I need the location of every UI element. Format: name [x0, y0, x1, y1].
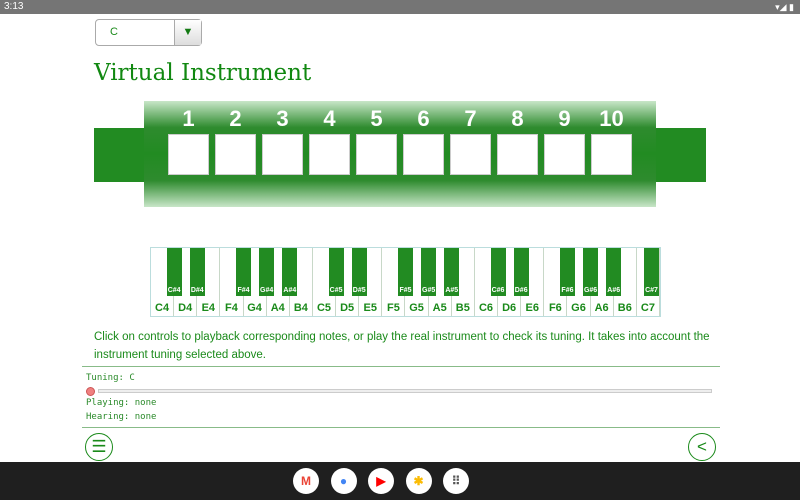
page-title: Virtual Instrument	[94, 60, 312, 86]
black-key[interactable]: C#7	[644, 248, 659, 296]
key-label: F4	[225, 302, 238, 314]
key-label: E4	[201, 302, 216, 314]
key-label: G4	[247, 302, 262, 314]
key-label: G#5	[422, 287, 436, 294]
clock: 3:13	[4, 1, 24, 12]
key-label: C4	[155, 302, 170, 314]
black-key[interactable]: F#4	[236, 248, 252, 296]
chrome-icon[interactable]: ●	[330, 468, 357, 494]
playing-readout: Playing: none	[86, 398, 157, 408]
gmail-icon[interactable]: M	[293, 468, 319, 494]
chevron-down-icon[interactable]: ▼	[174, 20, 201, 45]
key-label: C#7	[645, 287, 658, 294]
key-label: G6	[571, 302, 586, 314]
harmonica-hole-8[interactable]	[497, 134, 538, 175]
photos-icon[interactable]: ✱	[405, 468, 432, 494]
key-label: C6	[478, 302, 493, 314]
key-label: C5	[316, 302, 332, 314]
black-key[interactable]: G#6	[583, 248, 599, 296]
key-label: C7	[640, 302, 655, 314]
key-label: A6	[594, 302, 609, 314]
key-label: C#4	[167, 287, 181, 294]
harmonica-hole-3[interactable]	[262, 134, 303, 175]
key-label: G#4	[260, 287, 274, 294]
harmonica-hole-10[interactable]	[591, 134, 632, 175]
hearing-readout: Hearing: none	[86, 412, 157, 422]
key-label: C#5	[329, 287, 343, 294]
hole-number: 5	[370, 106, 383, 131]
key-label: D4	[178, 302, 193, 314]
key-label: A5	[432, 302, 447, 314]
piano-keyboard: C4 D4 E4 F4 G4 A4 B4 C5 D5 E5 F5 G5 A5 B5 C6 D6 E6 F6 G6 A6…	[150, 247, 661, 317]
black-key[interactable]: D#6	[513, 248, 529, 296]
harmonica-hole-5[interactable]	[356, 134, 397, 175]
key-label: F6	[548, 302, 562, 314]
black-key[interactable]: A#6	[606, 248, 622, 296]
harmonica-hole-2[interactable]	[215, 134, 256, 175]
key-label: D6	[502, 302, 517, 314]
tuning-select-value: C	[110, 26, 118, 38]
black-key[interactable]: C#5	[328, 248, 344, 296]
harmonica-hole-4[interactable]	[309, 134, 350, 175]
instructions-text: Click on controls to playback correspond…	[94, 331, 710, 361]
hole-number: 9	[558, 106, 571, 131]
harmonica-hole-1[interactable]	[168, 134, 209, 175]
level-slider-handle[interactable]	[86, 387, 95, 396]
black-key[interactable]: G#5	[421, 248, 437, 296]
key-label: G#6	[583, 287, 598, 294]
tuning-readout: Tuning: C	[86, 373, 135, 383]
key-label: E5	[363, 302, 378, 314]
harmonica-hole-6[interactable]	[403, 134, 444, 175]
black-key[interactable]: A#4	[282, 248, 298, 296]
black-key[interactable]: F#6	[559, 248, 575, 296]
key-label: C#6	[491, 287, 505, 294]
menu-button[interactable]: ☰	[85, 433, 113, 461]
hole-number: 2	[229, 106, 242, 131]
black-key[interactable]: D#5	[351, 248, 367, 296]
key-label: B4	[293, 302, 308, 314]
key-label: F#6	[561, 287, 574, 294]
back-button[interactable]: <	[688, 433, 716, 461]
black-key[interactable]: C#4	[166, 248, 182, 296]
key-label: A#4	[283, 287, 297, 294]
key-label: A#6	[607, 287, 621, 294]
hole-number: 7	[464, 106, 477, 131]
key-label: D#5	[352, 287, 366, 294]
hole-number: 10	[599, 106, 624, 131]
tuning-select[interactable]: C ▼	[95, 19, 202, 46]
black-key[interactable]: C#6	[490, 248, 506, 296]
hole-number: 1	[182, 106, 195, 131]
taskbar	[0, 462, 800, 500]
status-icons: ▾◢ ▮	[775, 2, 794, 12]
hole-number: 8	[511, 106, 524, 131]
status-bar: 3:13 ▾◢ ▮	[0, 0, 800, 14]
hole-number: 3	[276, 106, 289, 131]
key-label: D#4	[190, 287, 204, 294]
status-panel: Tuning: C Playing: none Hearing: none	[82, 366, 720, 428]
black-key[interactable]: F#5	[398, 248, 413, 296]
key-label: A4	[270, 302, 285, 314]
key-label: B5	[455, 302, 470, 314]
youtube-icon[interactable]: ▶	[368, 468, 394, 494]
key-label: F5	[387, 302, 400, 314]
key-label: B6	[617, 302, 632, 314]
hole-number: 4	[323, 106, 336, 131]
key-label: D5	[340, 302, 355, 314]
level-slider-track[interactable]	[98, 389, 712, 393]
black-key[interactable]: A#5	[444, 248, 460, 296]
black-key[interactable]: D#4	[189, 248, 205, 296]
black-key[interactable]: G#4	[259, 248, 275, 296]
key-label: D#6	[514, 287, 528, 294]
harmonica-hole-7[interactable]	[450, 134, 491, 175]
key-label: A#5	[445, 287, 459, 294]
app-drawer-icon[interactable]: ⠿	[443, 468, 469, 494]
harmonica-hole-9[interactable]	[544, 134, 585, 175]
key-label: F#5	[399, 287, 412, 294]
key-label: G5	[409, 302, 424, 314]
key-label: F#4	[237, 287, 250, 294]
key-label: E6	[525, 302, 539, 314]
hole-number: 6	[417, 106, 430, 131]
